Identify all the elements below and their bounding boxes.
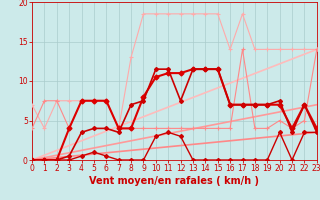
X-axis label: Vent moyen/en rafales ( km/h ): Vent moyen/en rafales ( km/h ) <box>89 176 260 186</box>
